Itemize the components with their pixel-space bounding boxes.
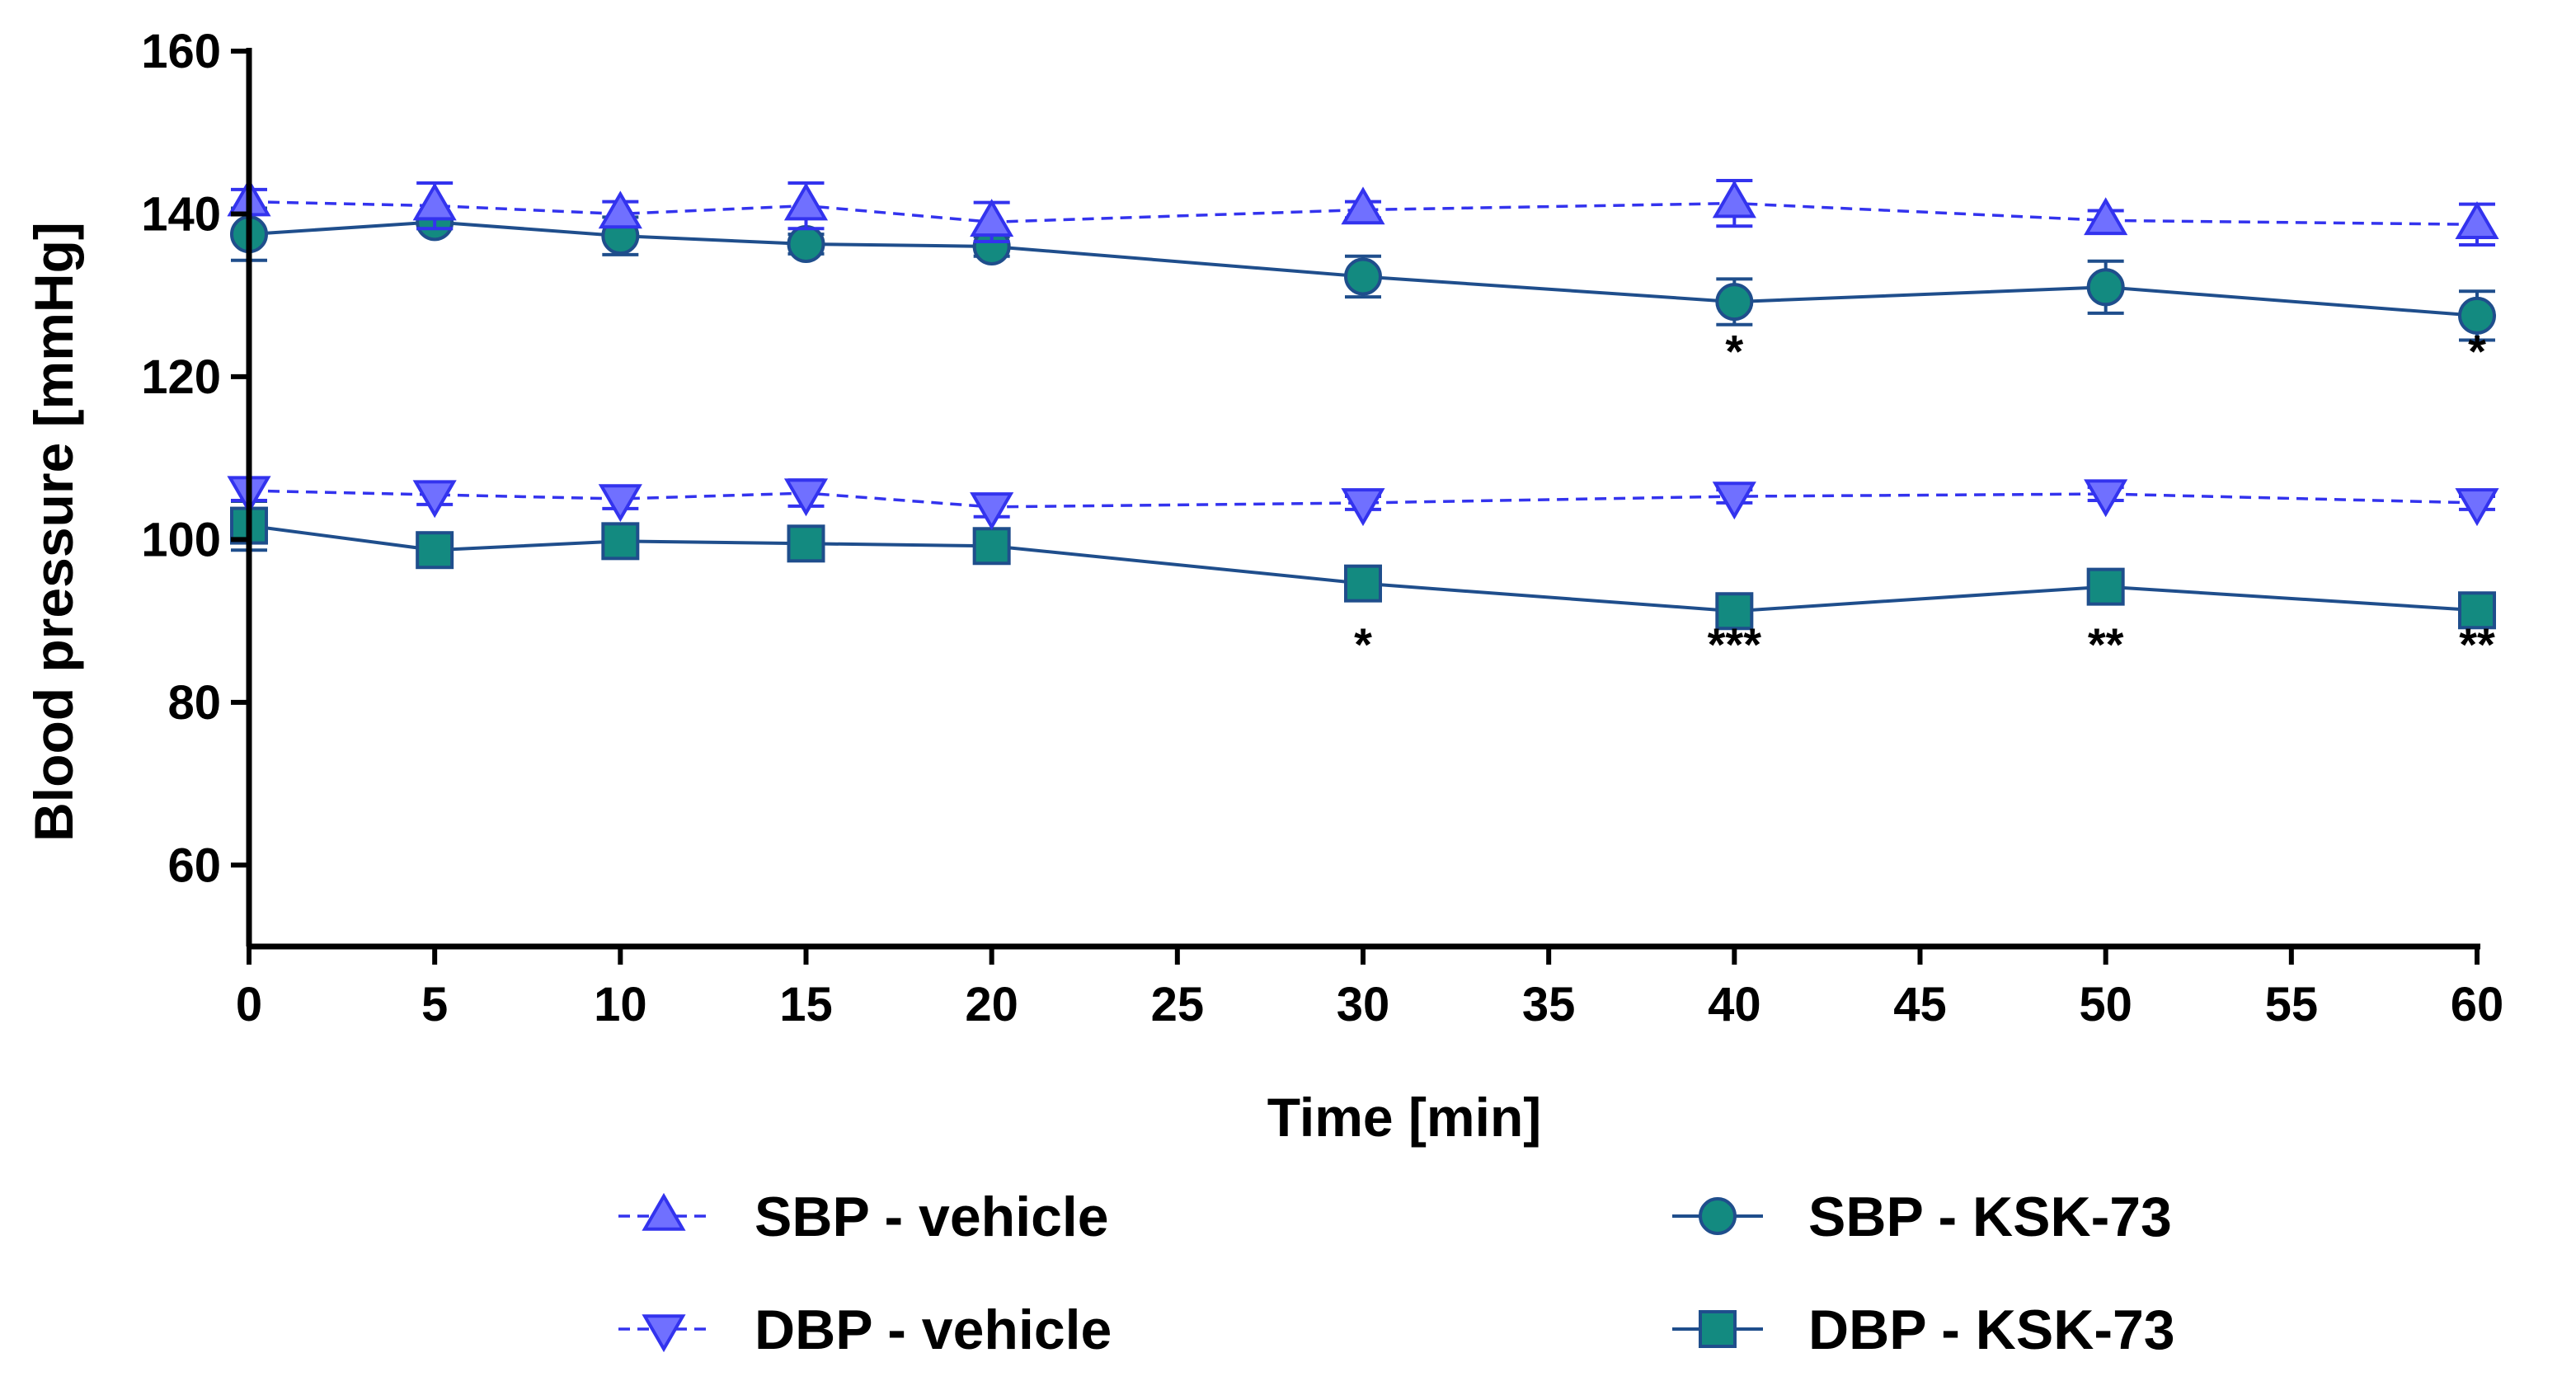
data-point: [972, 527, 1011, 566]
data-point: [1712, 180, 1756, 218]
x-tick-label: 30: [1337, 978, 1390, 1031]
data-point: [2086, 268, 2125, 307]
x-tick-label: 45: [1893, 978, 1947, 1031]
legend-marker: [642, 1314, 686, 1353]
data-point: [2458, 591, 2496, 630]
data-point: [2455, 201, 2499, 240]
data-point: [783, 478, 829, 517]
data-point: [1344, 564, 1382, 603]
x-axis-title: Time [min]: [1267, 1087, 1541, 1148]
legend-label: SBP - KSK-73: [1808, 1186, 2172, 1248]
data-point: [2084, 479, 2128, 518]
data-point: [1344, 257, 1382, 296]
x-tick-label: 5: [421, 978, 448, 1031]
series-sbp-ksk-73: [230, 203, 2496, 342]
series-dbp-ksk-73: [230, 499, 2496, 631]
y-tick-label: 80: [167, 676, 221, 730]
significance-label: *: [2468, 325, 2486, 377]
data-point: [412, 480, 457, 519]
series-sbp-vehicle: [227, 178, 2499, 247]
data-point: [2084, 197, 2128, 236]
data-point: [2086, 567, 2125, 606]
data-point: [1712, 481, 1756, 520]
legend-item: SBP - KSK-73: [1672, 1186, 2172, 1248]
data-point: [970, 492, 1014, 531]
x-tick-label: 40: [1708, 978, 1761, 1031]
legend-label: DBP - vehicle: [754, 1299, 1112, 1361]
x-tick-label: 20: [965, 978, 1018, 1031]
significance-label: **: [2459, 618, 2495, 670]
legend-marker: [1699, 1197, 1737, 1235]
legend-label: SBP - vehicle: [754, 1186, 1109, 1248]
x-tick-label: 0: [236, 978, 262, 1031]
data-point: [1341, 488, 1385, 527]
y-tick-label: 140: [141, 187, 221, 241]
legend-marker: [642, 1192, 686, 1231]
y-tick-label: 120: [141, 350, 221, 404]
data-point: [783, 182, 829, 221]
x-tick-label: 35: [1522, 978, 1576, 1031]
data-point: [598, 484, 642, 523]
data-point: [601, 522, 640, 561]
data-point: [2458, 296, 2496, 335]
data-point: [412, 182, 457, 221]
x-tick-label: 25: [1151, 978, 1205, 1031]
y-axis-title: Blood pressure [mmHg]: [23, 222, 84, 842]
x-tick-label: 15: [779, 978, 833, 1031]
significance-label: *: [1725, 325, 1743, 377]
axes: 60 80 100 120 140 160 0 5 10 15 20 25 30 35 40 45 50 55 60: [141, 25, 2503, 1031]
x-tick-label: 10: [594, 978, 647, 1031]
legend-label: DBP - KSK-73: [1808, 1299, 2175, 1361]
data-point: [1715, 592, 1754, 631]
y-tick-label: 100: [141, 513, 221, 566]
significance-label: *: [1354, 618, 1372, 670]
y-tick-label: 60: [167, 838, 221, 892]
data-point: [1341, 186, 1385, 225]
plot-area: * ** *** ** **: [227, 178, 2499, 670]
data-point: [787, 224, 825, 263]
axis-labels: Time [min] Blood pressure [mmHg]: [23, 222, 1541, 1148]
x-tick-label: 50: [2079, 978, 2132, 1031]
data-point: [787, 524, 825, 563]
legend: SBP - vehicle DBP - vehicle SBP - KSK-73 DB…: [618, 1186, 2175, 1361]
series-dbp-vehicle: [227, 476, 2499, 531]
x-tick-label: 60: [2451, 978, 2504, 1031]
data-point: [970, 199, 1014, 237]
x-tick-label: 55: [2265, 978, 2319, 1031]
significance-label: ***: [1708, 618, 1762, 670]
data-point: [1715, 283, 1754, 322]
legend-item: DBP - vehicle: [618, 1299, 1112, 1361]
data-point: [416, 531, 454, 570]
legend-item: SBP - vehicle: [618, 1186, 1109, 1248]
data-point: [598, 190, 642, 229]
legend-item: DBP - KSK-73: [1672, 1299, 2175, 1361]
y-tick-label: 160: [141, 25, 221, 78]
legend-marker: [1699, 1310, 1737, 1348]
data-point: [2455, 488, 2499, 527]
significance-label: **: [2088, 618, 2124, 670]
